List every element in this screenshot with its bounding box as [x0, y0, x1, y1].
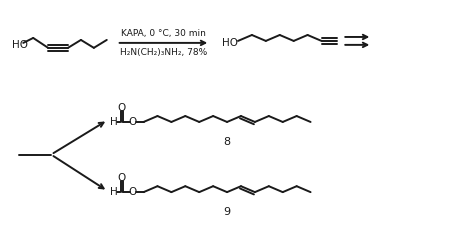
- Text: H: H: [110, 117, 118, 127]
- Text: HO: HO: [12, 40, 28, 50]
- Text: HO: HO: [222, 38, 238, 48]
- Text: KAPA, 0 °C, 30 min: KAPA, 0 °C, 30 min: [121, 28, 206, 37]
- Text: O: O: [118, 103, 126, 113]
- Text: H₂N(CH₂)₃NH₂, 78%: H₂N(CH₂)₃NH₂, 78%: [120, 48, 207, 57]
- Text: H: H: [110, 187, 118, 197]
- Text: O: O: [128, 187, 137, 197]
- Text: 9: 9: [224, 207, 231, 217]
- Text: 8: 8: [224, 137, 231, 147]
- Text: O: O: [128, 117, 137, 127]
- Text: O: O: [118, 173, 126, 183]
